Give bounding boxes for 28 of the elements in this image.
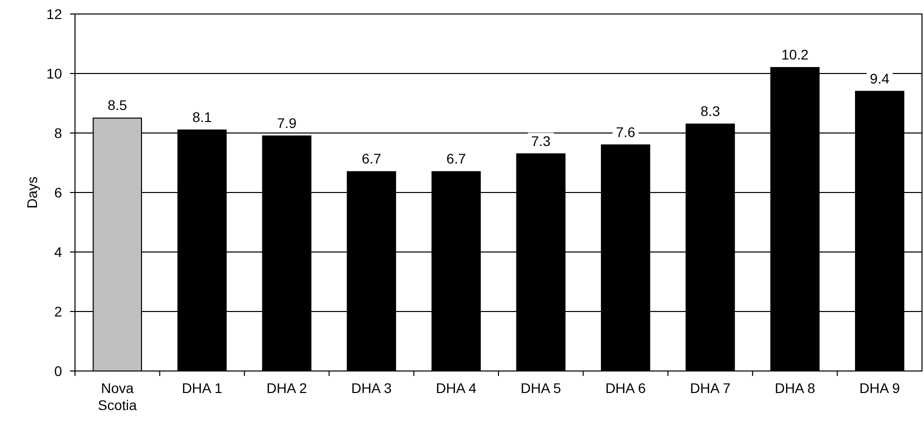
- y-tick-label: 8: [54, 124, 62, 141]
- x-tick-label: DHA 1: [182, 380, 222, 396]
- data-label: 8.3: [700, 103, 720, 120]
- x-tick-label: DHA 6: [605, 380, 646, 396]
- x-tick-label: DHA 3: [351, 380, 392, 396]
- data-label: 6.7: [362, 150, 382, 167]
- data-label: 7.3: [531, 132, 551, 149]
- data-label: 7.6: [616, 124, 636, 140]
- y-axis-title: Days: [24, 176, 40, 208]
- x-tick-label: DHA 2: [266, 380, 308, 396]
- x-tick-label: Nova Scotia: [98, 380, 138, 413]
- x-tick-label: DHA 8: [774, 380, 816, 396]
- y-tick-label: 12: [46, 6, 62, 22]
- data-label: 8.1: [192, 109, 212, 126]
- x-tick-label: DHA 4: [436, 380, 477, 396]
- x-tick-label: DHA 9: [859, 380, 900, 396]
- y-tick-label: 0: [54, 362, 62, 379]
- data-label: 7.9: [277, 114, 297, 131]
- y-tick-label: 10: [46, 65, 62, 82]
- y-tick-label: 4: [54, 244, 62, 260]
- x-tick-label: DHA 5: [520, 380, 562, 396]
- data-label: 6.7: [446, 150, 466, 167]
- x-tick-label: DHA 7: [690, 380, 731, 396]
- y-tick-label: 6: [54, 184, 62, 200]
- data-label: 8.5: [108, 97, 128, 114]
- y-tick-label: 2: [54, 303, 62, 320]
- data-label: 9.4: [870, 70, 890, 86]
- data-label: 10.2: [781, 46, 809, 63]
